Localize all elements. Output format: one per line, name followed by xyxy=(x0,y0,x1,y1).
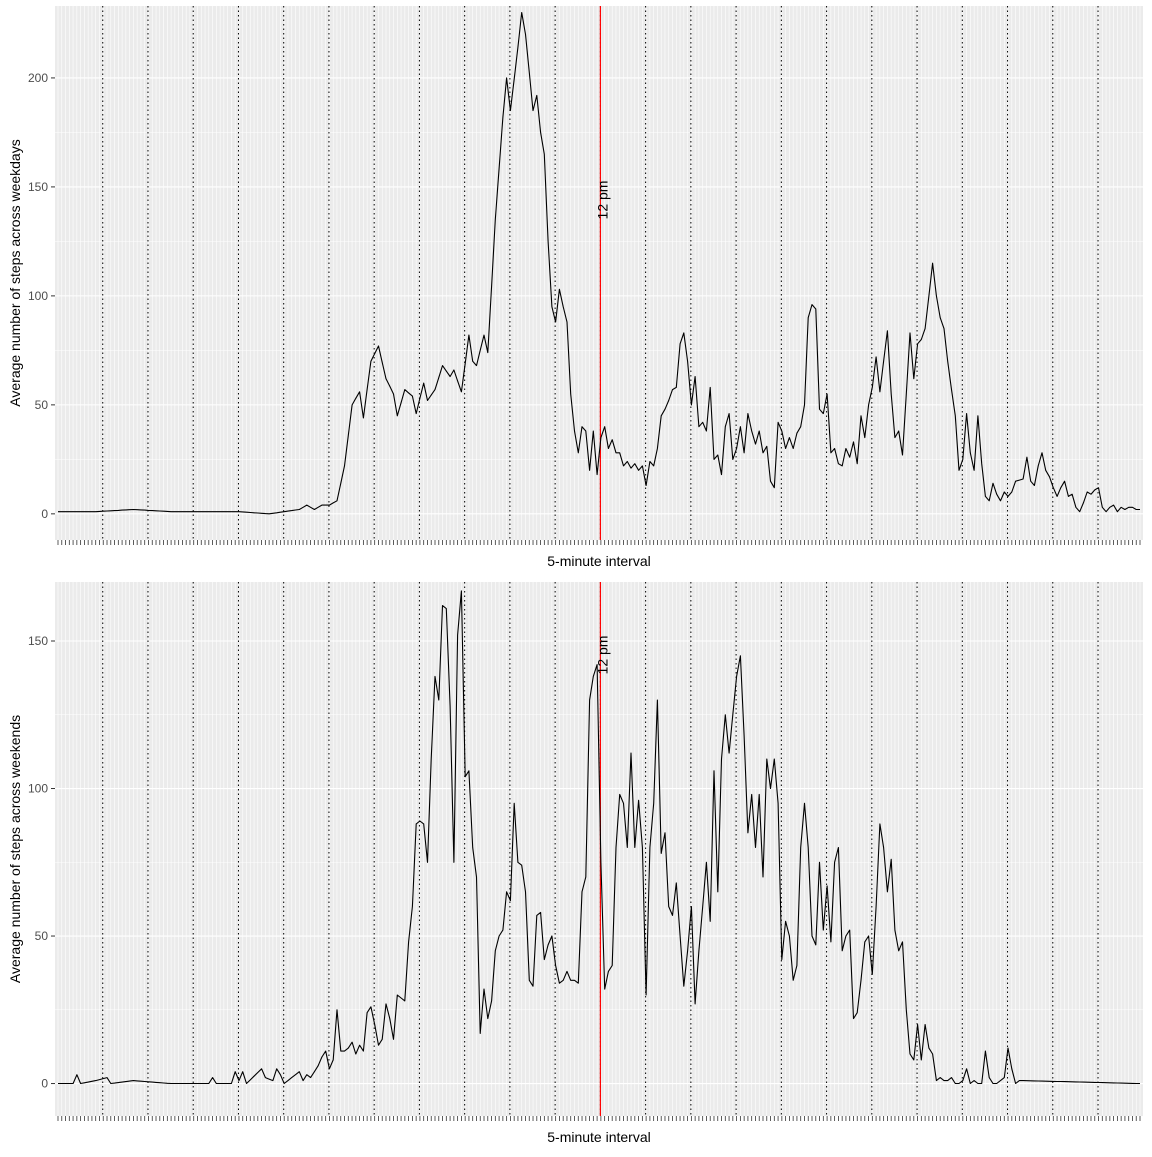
x-axis-title: 5-minute interval xyxy=(547,1129,651,1145)
weekend-chart-panel: 12 pm 0 50 100 150 5-minute interval Average n… xyxy=(0,576,1152,1152)
plot-background xyxy=(55,582,1143,1116)
y-tick-label: 150 xyxy=(28,634,48,648)
y-tick-label: 100 xyxy=(28,289,48,303)
weekend-line-chart: 12 pm 0 50 100 150 5-minute interval Average n… xyxy=(7,582,1143,1145)
y-tick-label: 50 xyxy=(35,929,49,943)
y-tick-label: 0 xyxy=(41,507,48,521)
steps-series-line xyxy=(58,11,1140,515)
noon-marker-label: 12 pm xyxy=(594,181,610,220)
y-axis-title: Average number of steps across weekends xyxy=(7,715,23,983)
y-tick-label: 50 xyxy=(35,398,49,412)
y-tick-label: 100 xyxy=(28,782,48,796)
y-axis-title: Average number of steps across weekdays xyxy=(7,139,23,406)
weekday-line-chart: 12 pm 0 50 100 150 200 5-minute interval Averag… xyxy=(7,6,1143,569)
noon-marker-label: 12 pm xyxy=(594,636,610,675)
y-tick-label: 0 xyxy=(41,1077,48,1091)
y-tick-label: 150 xyxy=(28,180,48,194)
steps-series-line xyxy=(58,590,1140,1085)
x-axis-title: 5-minute interval xyxy=(547,553,651,569)
y-tick-label: 200 xyxy=(28,71,48,85)
weekday-chart-panel: 12 pm 0 50 100 150 200 5-minute interval Averag… xyxy=(0,0,1152,576)
